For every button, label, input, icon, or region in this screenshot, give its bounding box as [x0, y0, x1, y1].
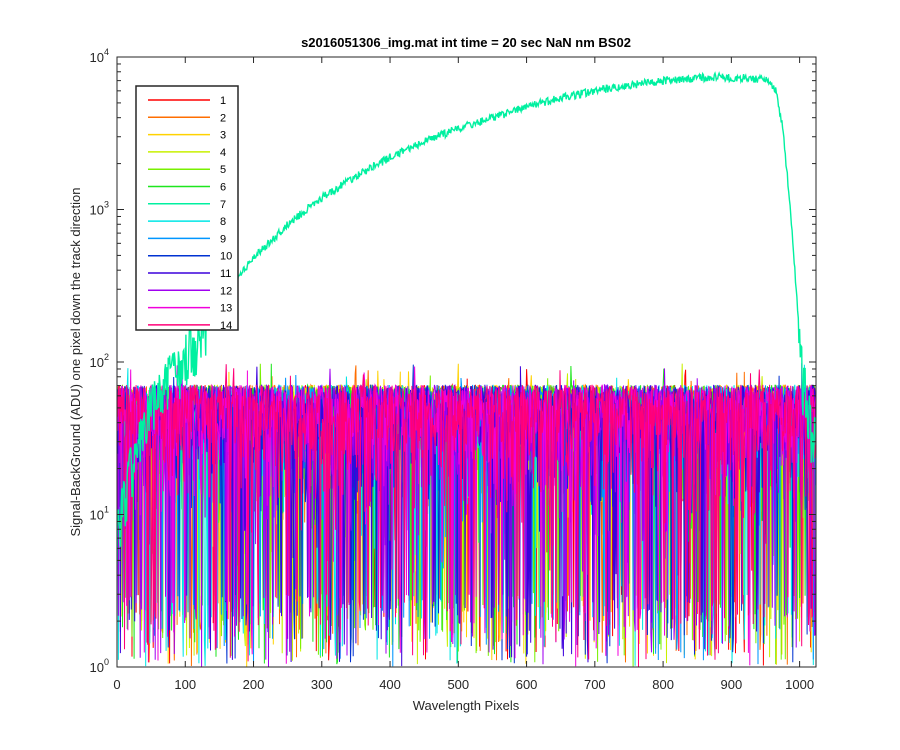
legend-label-2: 2: [220, 112, 226, 124]
chart-title: s2016051306_img.mat int time = 20 sec Na…: [301, 35, 631, 50]
legend-label-3: 3: [220, 130, 226, 142]
x-tick-label: 500: [447, 677, 469, 692]
y-tick-label: 102: [90, 352, 109, 370]
y-tick-label: 104: [90, 47, 109, 65]
y-tick-label: 100: [90, 657, 109, 675]
legend-box: [135, 85, 239, 331]
series-line-13: [117, 365, 816, 667]
legend-label-13: 13: [220, 303, 232, 315]
x-tick-label: 100: [174, 677, 196, 692]
x-tick-label: 600: [516, 677, 538, 692]
legend-label-1: 1: [220, 95, 226, 107]
legend-label-7: 7: [220, 199, 226, 211]
legend-label-4: 4: [220, 147, 226, 159]
series-line-14: [117, 364, 816, 667]
x-tick-label: 1000: [785, 677, 814, 692]
x-tick-label: 900: [721, 677, 743, 692]
legend-label-6: 6: [220, 182, 226, 194]
legend-label-5: 5: [220, 164, 226, 176]
y-tick-label: 101: [90, 505, 109, 523]
x-tick-label: 300: [311, 677, 333, 692]
legend-label-10: 10: [220, 251, 232, 263]
x-tick-label: 800: [652, 677, 674, 692]
legend-label-14: 14: [220, 320, 232, 332]
x-tick-label: 200: [243, 677, 265, 692]
legend-label-8: 8: [220, 216, 226, 228]
y-tick-label: 103: [90, 200, 109, 218]
x-tick-label: 400: [379, 677, 401, 692]
series-layer: [117, 71, 816, 667]
legend-label-11: 11: [220, 268, 231, 280]
y-axis-label: Signal-BackGround (ADU) one pixel down t…: [68, 187, 83, 536]
x-axis-label: Wavelength Pixels: [413, 698, 520, 713]
x-axis: 0 100 200 300 400 500 600 700 800 900 1000: [113, 57, 814, 692]
legend-label-12: 12: [220, 285, 232, 297]
x-tick-label: 700: [584, 677, 606, 692]
legend-label-9: 9: [220, 233, 226, 245]
x-tick-label: 0: [113, 677, 120, 692]
